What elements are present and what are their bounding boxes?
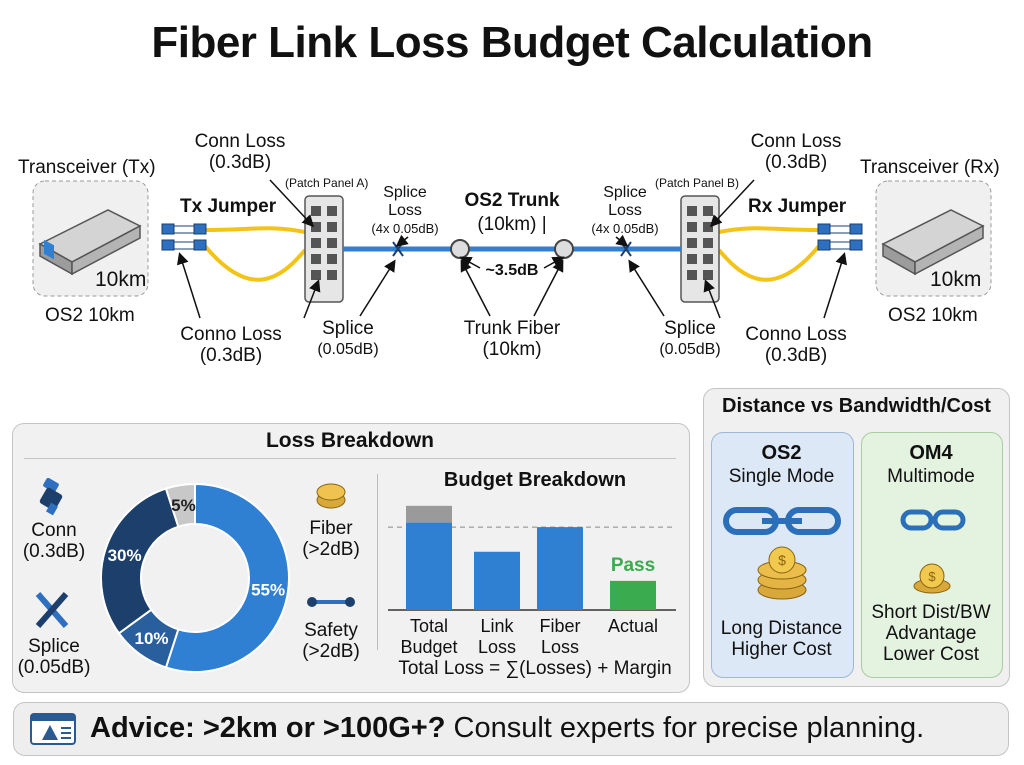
tx-jumper-label: Tx Jumper xyxy=(180,196,277,217)
connector-icon xyxy=(39,478,63,516)
conno-loss-left: Conno Loss (0.3dB) xyxy=(180,324,282,366)
lc-connector-icon xyxy=(161,223,207,251)
os2-mode: Single Mode xyxy=(728,466,835,487)
donut-slice xyxy=(100,487,180,635)
os2-notes: Long Distance Higher Cost xyxy=(720,618,843,660)
bar xyxy=(474,551,520,610)
lc-connector-icon xyxy=(817,223,863,251)
om4-name: OM4 xyxy=(909,442,953,464)
bar-category-label: Link xyxy=(480,616,514,636)
splice-loss-left: Splice Loss (4x 0.05dB) xyxy=(371,184,439,236)
om4-notes: Short Dist/BW Advantage Lower Cost xyxy=(871,602,991,665)
chain-link-icon xyxy=(723,507,841,535)
coupler-icon xyxy=(450,239,470,259)
legend-conn: Conn (0.3dB) xyxy=(22,520,86,562)
margin-segment xyxy=(406,505,452,523)
patch-panel-a-label: (Patch Panel A) xyxy=(285,176,369,190)
coins-icon xyxy=(316,483,346,509)
warning-window-icon xyxy=(30,713,76,745)
coin-stack-icon: $ xyxy=(757,546,807,600)
trunk-loss: ~3.5dB xyxy=(485,262,539,279)
donut-slice-label: 55% xyxy=(251,581,285,600)
bar-category-label: Actual xyxy=(608,616,658,636)
loss-donut-chart: 55% 10% 30% 5% xyxy=(100,482,290,673)
splice-loss-right: Splice Loss (4x 0.05dB) xyxy=(591,184,659,236)
sfp-module-icon xyxy=(881,209,985,276)
bar-chart-title: Budget Breakdown xyxy=(444,469,626,491)
trunk-title: OS2 Trunk xyxy=(464,190,560,211)
rx-distance-badge: 10km xyxy=(930,268,982,291)
bar xyxy=(406,522,452,610)
bar-category-label: Total xyxy=(410,616,448,636)
advice-body: Consult experts for precise planning. xyxy=(445,712,925,744)
budget-bar-chart: Budget BreakdownTotalBudgetLinkLossFiber… xyxy=(388,469,676,679)
rx-fiber-caption: OS2 10km xyxy=(888,305,978,326)
comparison-title: Distance vs Bandwidth/Cost xyxy=(722,395,991,417)
bar-category-label: Fiber xyxy=(539,616,580,636)
conn-loss-right: Conn Loss (0.3dB) xyxy=(750,131,842,173)
coin-icon: $ xyxy=(913,563,951,594)
safety-link-icon xyxy=(307,597,355,607)
donut-slice xyxy=(164,482,290,673)
sfp-module-icon xyxy=(38,209,142,276)
bar-category-label: Budget xyxy=(400,637,457,657)
svg-text:$: $ xyxy=(928,569,936,584)
advice-emphasis: Advice: >2km or >100G+? xyxy=(90,712,446,744)
donut-slice-label: 10% xyxy=(134,629,168,648)
splice-tool-icon xyxy=(35,592,69,628)
coupler-icon xyxy=(554,239,574,259)
patch-panel-a xyxy=(304,195,344,303)
bar xyxy=(537,527,583,610)
conno-loss-right: Conno Loss (0.3dB) xyxy=(745,324,847,366)
chart-divider xyxy=(377,474,378,650)
rx-jumper-label: Rx Jumper xyxy=(748,196,847,217)
os2-name: OS2 xyxy=(761,442,802,464)
donut-slice-label: 30% xyxy=(108,546,142,565)
legend-splice: Splice (0.05dB) xyxy=(17,636,91,678)
splice-right: Splice (0.05dB) xyxy=(659,318,721,358)
legend-fiber: Fiber (>2dB) xyxy=(302,518,360,560)
tx-transceiver-label: Transceiver (Tx) xyxy=(18,157,156,178)
conn-loss-left: Conn Loss (0.3dB) xyxy=(194,131,286,173)
chain-link-icon xyxy=(900,509,966,531)
trunk-length: (10km) | xyxy=(477,214,547,235)
splice-left: Splice (0.05dB) xyxy=(317,318,379,358)
om4-mode: Multimode xyxy=(887,466,975,487)
tx-distance-badge: 10km xyxy=(95,268,147,291)
om4-card xyxy=(861,432,1003,678)
divider xyxy=(24,458,676,459)
loss-breakdown-title: Loss Breakdown xyxy=(265,429,435,452)
trunk-fiber-label: Trunk Fiber (10km) xyxy=(463,318,561,360)
patch-panel-b-label: (Patch Panel B) xyxy=(655,176,740,190)
tx-fiber-caption: OS2 10km xyxy=(45,305,135,326)
bar-category-label: Loss xyxy=(541,637,579,657)
advice-text: Advice: >2km or >100G+? Consult experts … xyxy=(90,712,924,745)
legend-safety: Safety (>2dB) xyxy=(302,620,360,662)
bar-category-label: Loss xyxy=(478,637,516,657)
donut-slice xyxy=(164,482,196,528)
patch-panel-b xyxy=(680,195,720,303)
loss-formula: Total Loss = ∑(Losses) + Margin xyxy=(398,658,671,679)
donut-slice-label: 5% xyxy=(171,496,196,515)
bar xyxy=(610,580,656,610)
advice-bar xyxy=(13,702,1009,756)
pass-annotation: Pass xyxy=(611,555,655,576)
page-title: Fiber Link Loss Budget Calculation xyxy=(151,18,873,67)
rx-transceiver-label: Transceiver (Rx) xyxy=(860,157,1000,178)
svg-text:$: $ xyxy=(778,552,786,568)
